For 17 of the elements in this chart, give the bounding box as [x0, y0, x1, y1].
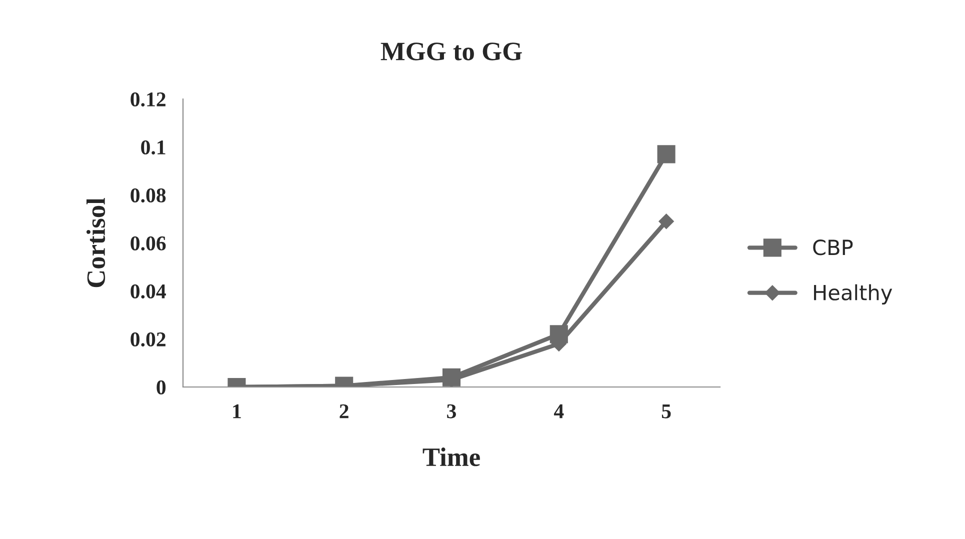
y-tick-label: 0.02: [130, 332, 166, 347]
legend-label: Healthy: [814, 284, 892, 304]
y-tick-label: 0.06: [130, 236, 166, 251]
x-tick-label: 5: [662, 404, 671, 418]
x-axis-title: Time: [422, 448, 480, 466]
y-axis-title: Cortisol: [86, 198, 106, 288]
x-tick-label: 1: [233, 404, 241, 418]
x-tick-label: 3: [447, 404, 456, 418]
y-tick-label: 0.1: [141, 140, 166, 155]
legend-label: CBP: [813, 240, 853, 256]
y-tick-label: 0.12: [130, 92, 166, 107]
y-tick-label: 0: [156, 380, 166, 394]
y-tick-label: 0.04: [130, 284, 166, 299]
x-tick-label: 2: [340, 404, 348, 418]
x-tick-label: 4: [554, 404, 564, 418]
y-tick-label: 0.08: [130, 188, 166, 203]
chart-title: MGG to GG: [380, 42, 522, 60]
